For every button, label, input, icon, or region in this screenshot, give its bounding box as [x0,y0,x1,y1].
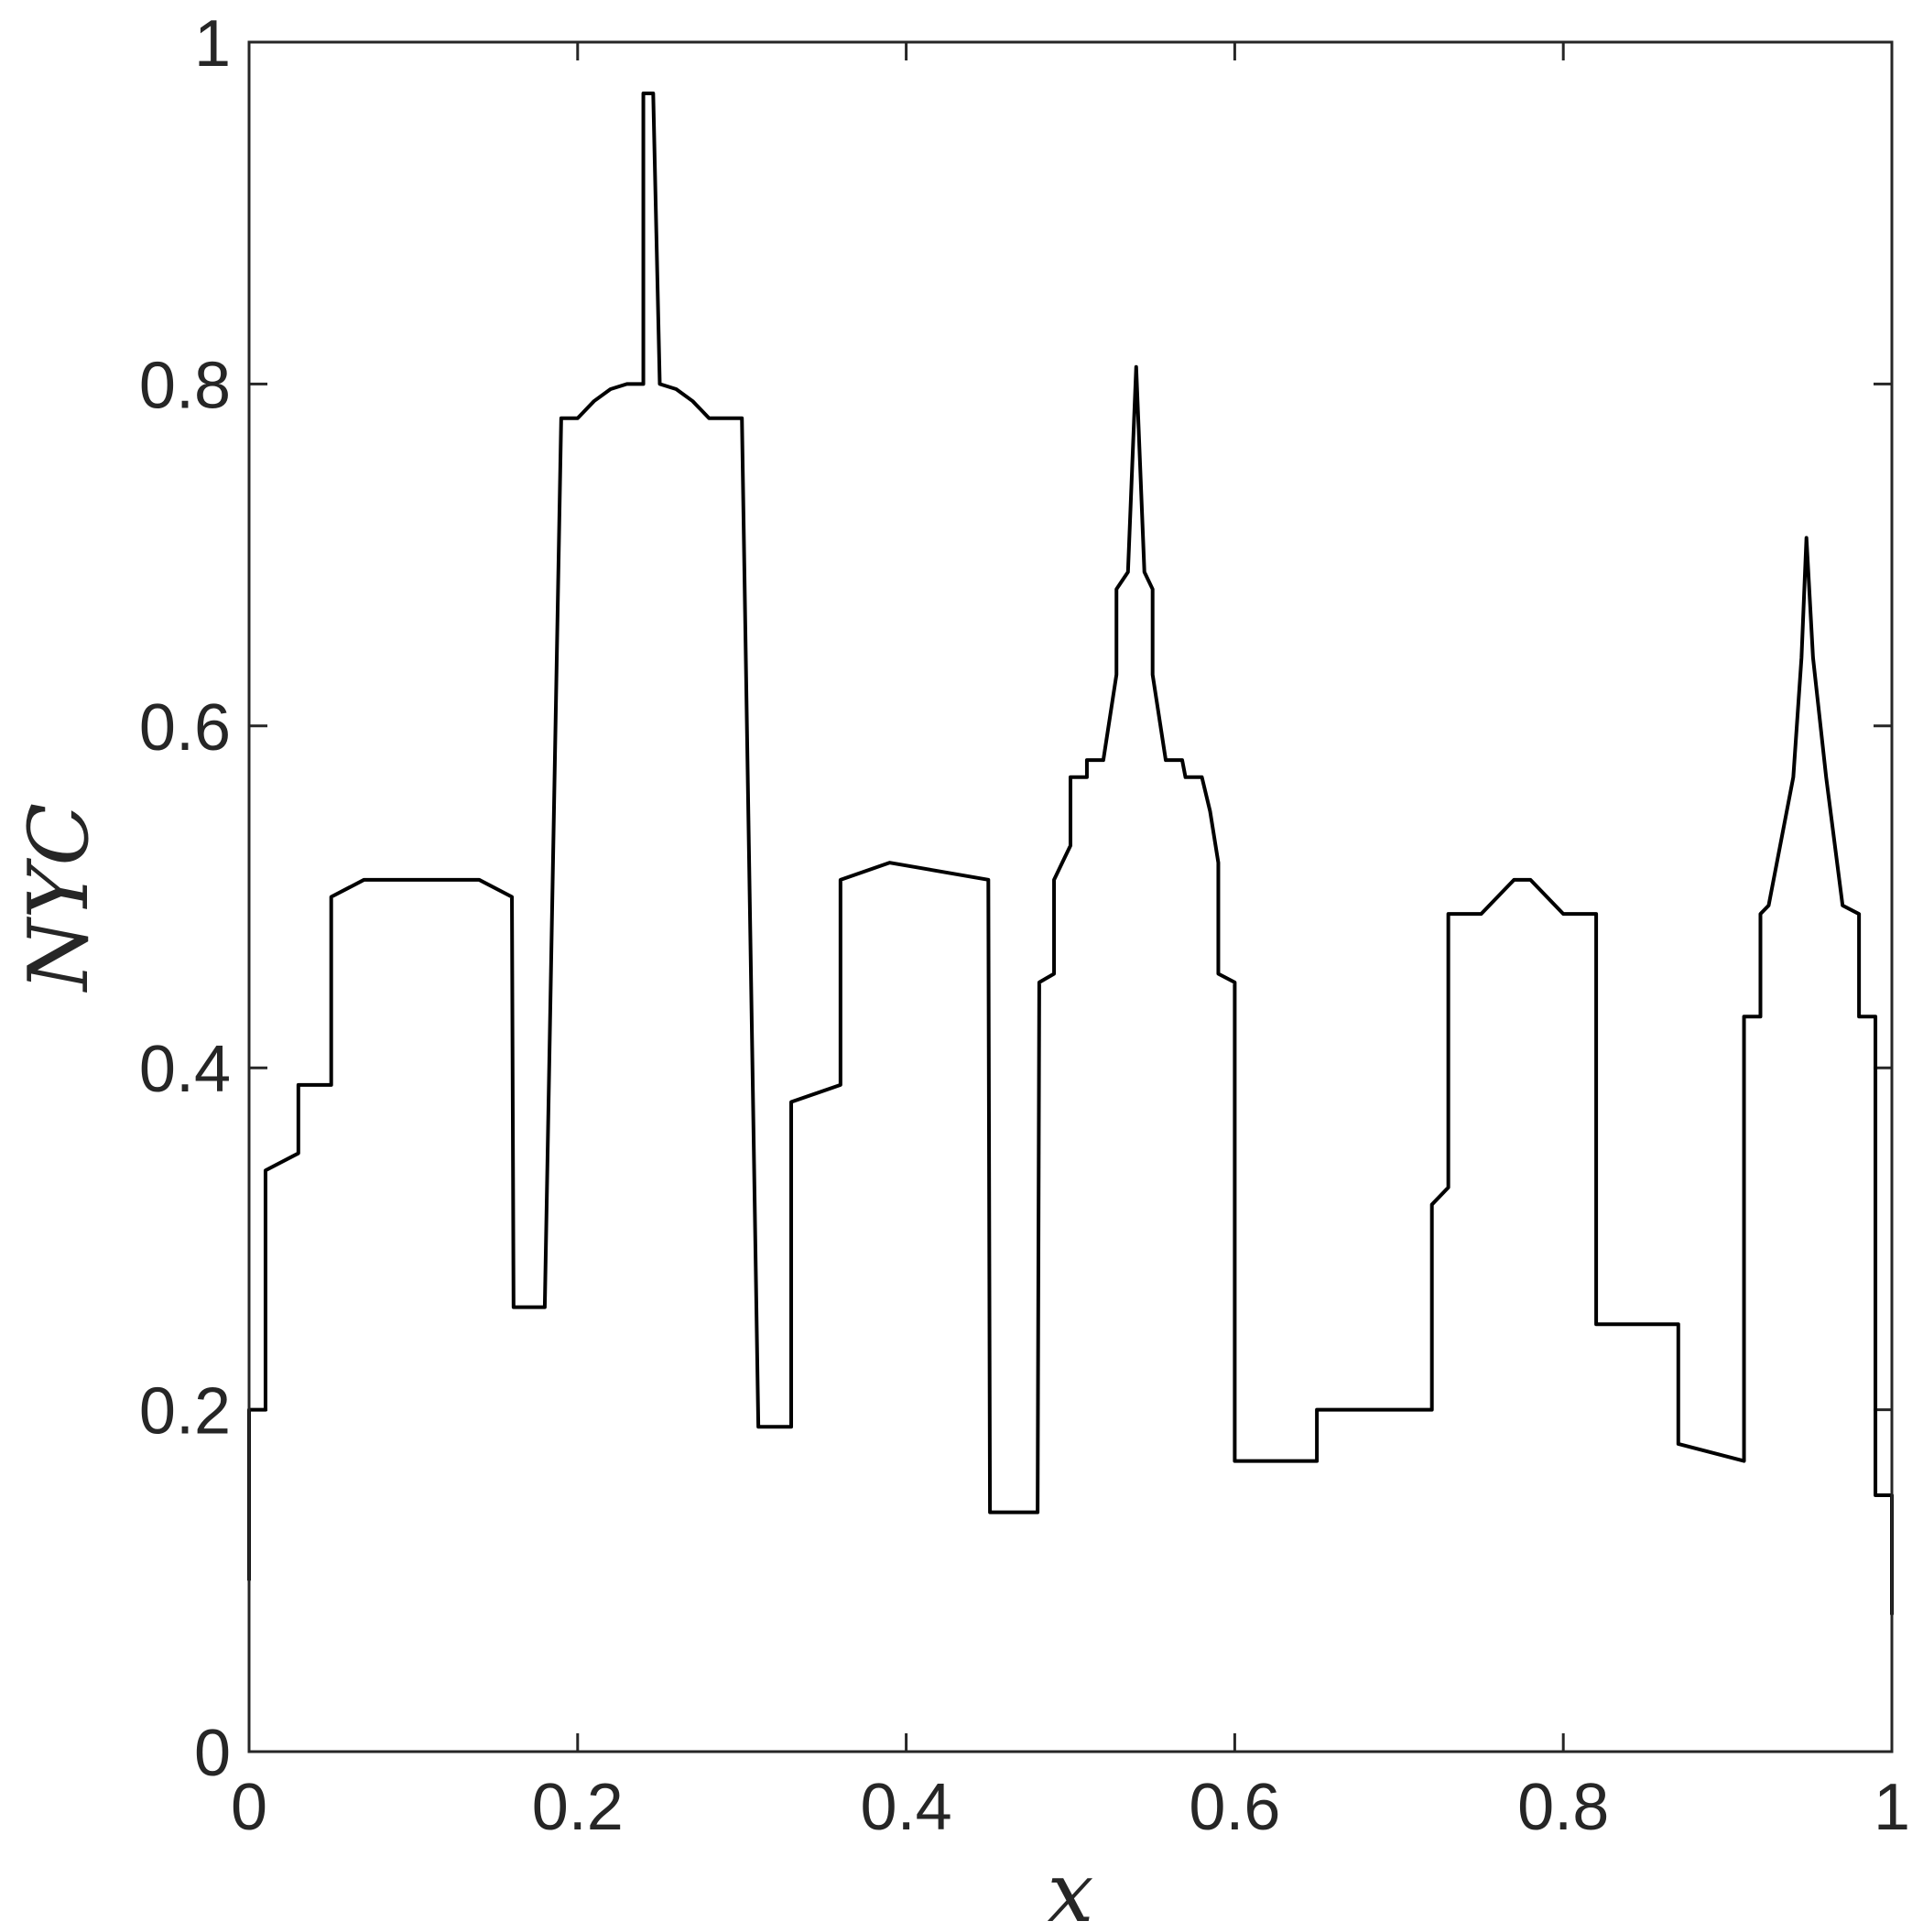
x-tick-label: 0 [231,1771,267,1844]
x-tick-label: 1 [1874,1771,1910,1844]
y-tick-label: 1 [194,7,231,81]
y-tick-label: 0.4 [139,1033,231,1106]
y-tick-label: 0 [194,1717,231,1790]
series-line [247,92,1894,1615]
y-tick-label: 0.6 [139,691,231,765]
x-axis-label: x [1048,1845,1094,1932]
x-tick-label: 0.8 [1517,1771,1609,1844]
x-tick-label: 0.2 [532,1771,624,1844]
x-tick-label: 0.4 [861,1771,952,1844]
y-tick-label: 0.2 [139,1375,231,1449]
x-tick-label: 0.6 [1189,1771,1280,1844]
y-tick-label: 0.8 [139,349,231,422]
axes-box [247,40,1894,1753]
y-axis-label: NYC [11,803,107,993]
tick-labels: 0 0.2 0.4 0.6 0.8 1 0 0.2 0.4 0.6 0.8 1 [139,7,1910,1844]
series-layer [247,92,1894,1615]
